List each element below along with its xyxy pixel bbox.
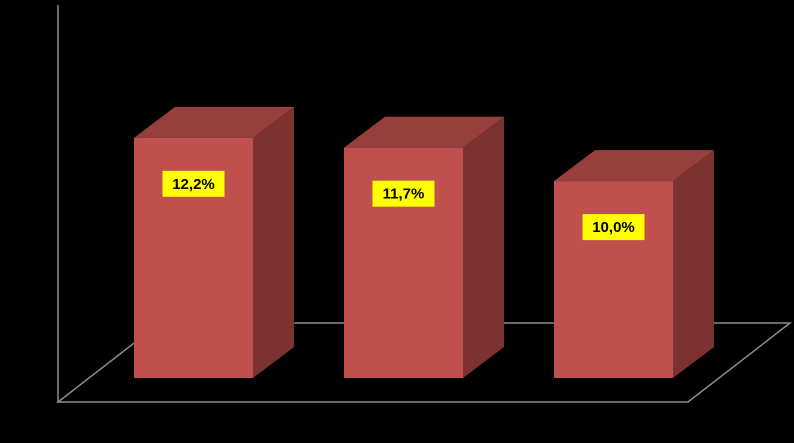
value-label: 11,7% (383, 186, 425, 203)
bar-side (463, 116, 504, 378)
value-label-box (162, 170, 225, 197)
value-label-box (582, 214, 645, 241)
bar-top (134, 106, 294, 138)
bar (554, 181, 673, 378)
floor (55, 322, 793, 403)
value-label-box (372, 180, 435, 207)
bar-top (554, 150, 714, 182)
bar-side (253, 106, 294, 378)
value-label: 10,0% (592, 219, 635, 236)
bar-side (673, 150, 714, 378)
bar-top (344, 116, 504, 148)
value-label: 12,2% (172, 176, 215, 193)
